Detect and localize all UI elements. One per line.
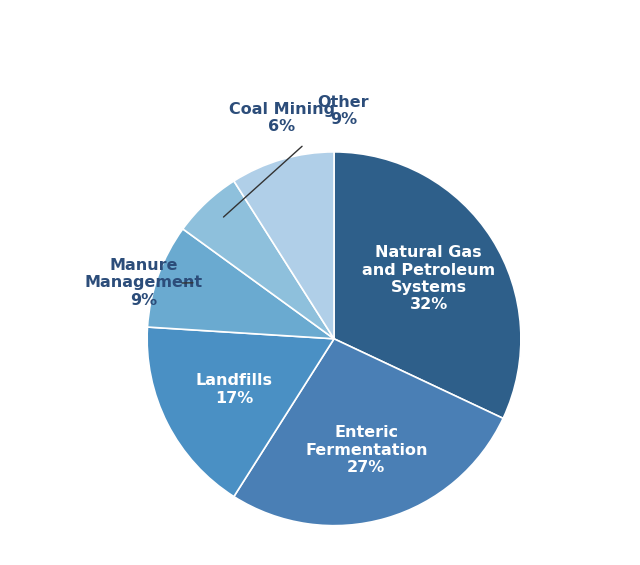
Text: Landfills
17%: Landfills 17% <box>196 373 273 406</box>
Text: Natural Gas
and Petroleum
Systems
32%: Natural Gas and Petroleum Systems 32% <box>362 245 495 312</box>
Text: 2020 U.S. Methane Emissions, By Source: 2020 U.S. Methane Emissions, By Source <box>16 23 624 49</box>
Wedge shape <box>147 229 334 339</box>
Wedge shape <box>183 181 334 339</box>
Text: Manure
Management
9%: Manure Management 9% <box>84 258 202 307</box>
Wedge shape <box>334 152 521 418</box>
Wedge shape <box>234 152 334 339</box>
Wedge shape <box>147 327 334 497</box>
Text: Coal Mining
6%: Coal Mining 6% <box>228 102 335 134</box>
Text: Other
9%: Other 9% <box>317 94 369 127</box>
Text: Enteric
Fermentation
27%: Enteric Fermentation 27% <box>305 425 428 475</box>
Wedge shape <box>234 339 503 525</box>
